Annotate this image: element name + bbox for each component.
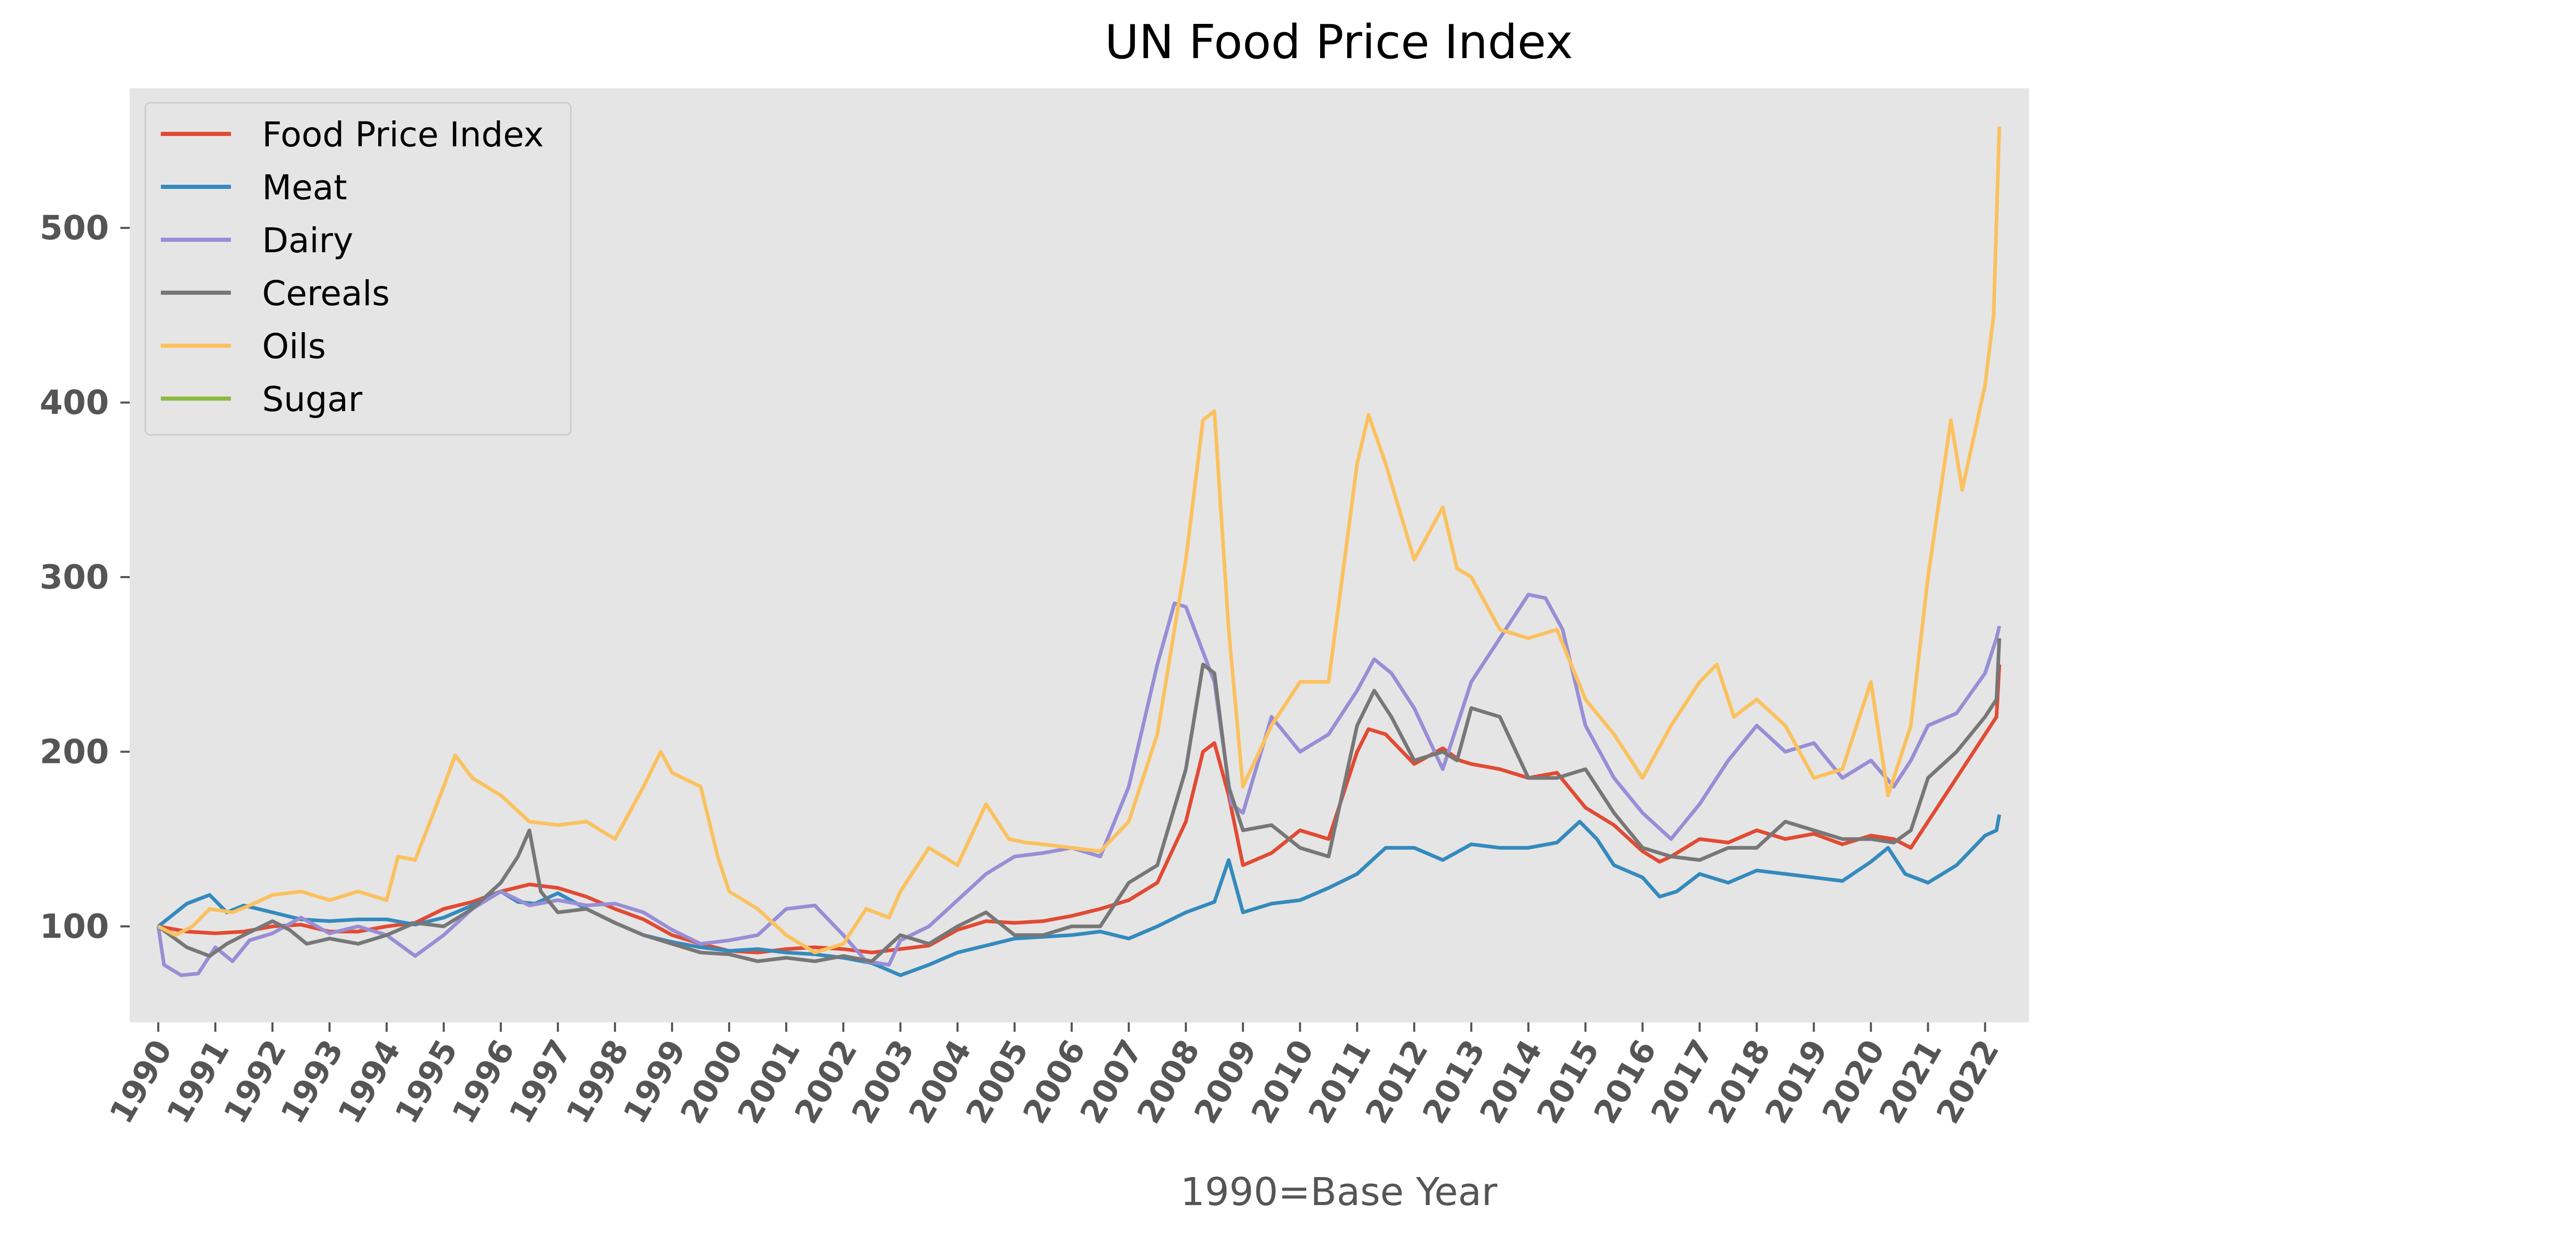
legend-label: Sugar xyxy=(262,379,363,419)
legend-label: Meat xyxy=(262,168,347,208)
series-lines xyxy=(156,126,2002,977)
y-tick-label: 300 xyxy=(39,558,109,597)
y-tick-label: 200 xyxy=(39,733,109,772)
series-line-cereals xyxy=(157,638,2002,963)
series-line-meat xyxy=(157,814,2002,977)
chart-title: UN Food Price Index xyxy=(1105,15,1573,70)
y-axis: 100 200 300 400 500 xyxy=(39,209,130,946)
legend-label: Food Price Index xyxy=(262,115,544,155)
legend-label: Oils xyxy=(262,326,326,366)
legend-label: Dairy xyxy=(262,221,353,261)
x-axis: 1990199119921993199419951996199719981999… xyxy=(102,1022,2006,1130)
series-line-dairy xyxy=(156,593,2002,977)
legend-box xyxy=(144,102,572,436)
legend-label: Cereals xyxy=(262,274,390,313)
y-tick-label: 100 xyxy=(39,908,109,946)
x-axis-label: 1990=Base Year xyxy=(1181,1170,1498,1214)
legend: Food Price Index Meat Dairy Cereals Oils Suga… xyxy=(144,102,572,436)
series-line-oils xyxy=(157,126,2002,954)
y-tick-label: 400 xyxy=(39,384,109,422)
y-tick-label: 500 xyxy=(39,209,109,248)
